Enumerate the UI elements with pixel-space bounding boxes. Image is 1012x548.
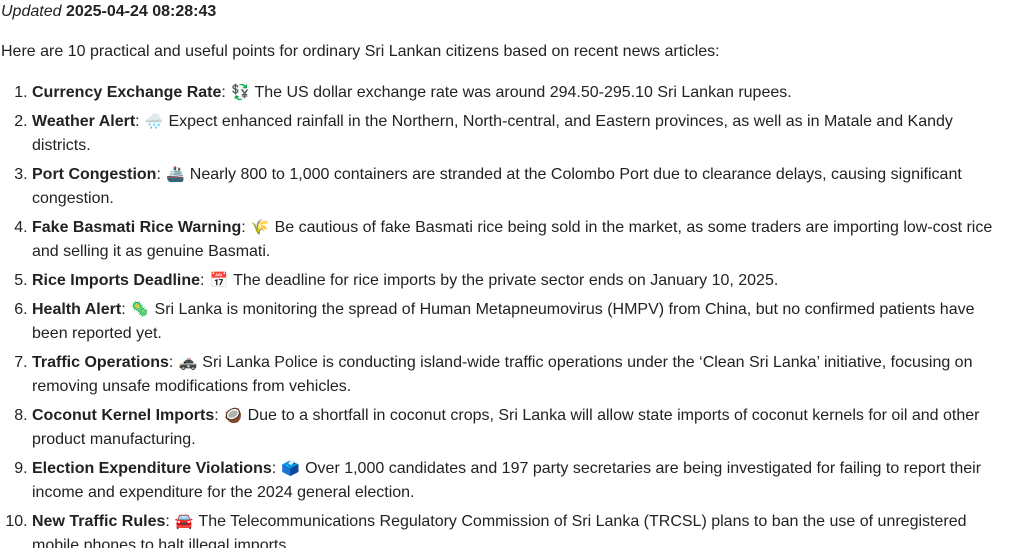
currency-exchange-icon: 💱 [230,83,250,101]
updated-line: Updated 2025-04-24 08:28:43 [1,0,1011,24]
rain-cloud-icon: 🌧️ [144,112,164,130]
list-item: Currency Exchange Rate: 💱 The US dollar … [32,80,1011,105]
list-item: New Traffic Rules: 🚘 The Telecommunicati… [32,509,1011,548]
list-item: Fake Basmati Rice Warning: 🌾 Be cautious… [32,215,1011,264]
point-title: Rice Imports Deadline [32,272,201,289]
list-item: Port Congestion: 🚢 Nearly 800 to 1,000 c… [32,162,1011,211]
point-title: Traffic Operations [32,354,169,371]
car-icon: 🚘 [174,512,194,530]
point-text: Expect enhanced rainfall in the Northern… [32,113,953,154]
list-item: Health Alert: 🦠 Sri Lanka is monitoring … [32,297,1011,346]
point-title: Port Congestion [32,166,157,183]
point-text: Over 1,000 candidates and 197 party secr… [32,460,982,501]
point-title: Health Alert [32,301,122,318]
point-title: Election Expenditure Violations [32,460,272,477]
point-text: Nearly 800 to 1,000 containers are stran… [32,166,962,207]
list-item: Traffic Operations: 🚓 Sri Lanka Police i… [32,350,1011,399]
updated-timestamp: 2025-04-24 08:28:43 [65,3,217,20]
point-title: New Traffic Rules [32,513,166,530]
rice-sheaf-icon: 🌾 [250,218,270,236]
list-item: Coconut Kernel Imports: 🥥 Due to a short… [32,403,1011,452]
point-title: Fake Basmati Rice Warning [32,219,242,236]
calendar-icon: 📅 [209,271,229,289]
point-text: The Telecommunications Regulatory Commis… [32,513,967,548]
coconut-icon: 🥥 [223,406,243,424]
point-title: Currency Exchange Rate [32,84,222,101]
point-text: Be cautious of fake Basmati rice being s… [32,219,993,260]
list-item: Weather Alert: 🌧️ Expect enhanced rainfa… [32,109,1011,158]
point-text: The deadline for rice imports by the pri… [233,272,779,289]
point-text: Sri Lanka Police is conducting island-wi… [32,354,973,395]
intro-paragraph: Here are 10 practical and useful points … [1,43,720,60]
point-text: Due to a shortfall in coconut crops, Sri… [32,407,980,448]
point-text: Sri Lanka is monitoring the spread of Hu… [32,301,975,342]
microbe-icon: 🦠 [130,300,150,318]
ballot-box-icon: 🗳️ [281,459,300,477]
points-list: Currency Exchange Rate: 💱 The US dollar … [1,80,1011,548]
ship-icon: 🚢 [165,165,185,183]
list-item: Election Expenditure Violations: 🗳️ Over… [32,456,1011,505]
point-title: Weather Alert [32,113,136,130]
point-title: Coconut Kernel Imports [32,407,215,424]
updated-label: Updated [1,3,62,20]
list-item: Rice Imports Deadline: 📅 The deadline fo… [32,268,1011,293]
point-text: The US dollar exchange rate was around 2… [254,84,792,101]
police-car-icon: 🚓 [178,353,198,371]
